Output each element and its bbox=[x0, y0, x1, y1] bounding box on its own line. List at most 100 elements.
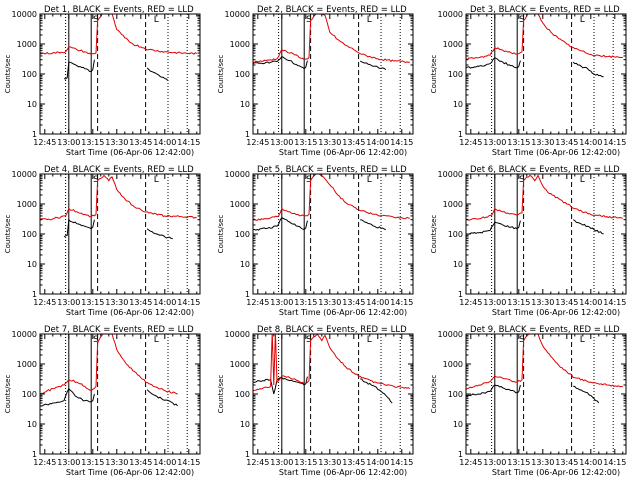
panel-title: Det 7, BLACK = Events, RED = LLD bbox=[44, 325, 194, 335]
y-tick-label: 10 bbox=[27, 260, 37, 269]
marker-letter: L bbox=[154, 15, 159, 25]
events-series-line bbox=[466, 384, 600, 404]
y-tick-label: 100 bbox=[235, 70, 250, 79]
x-tick-label: 13:45 bbox=[129, 298, 152, 307]
y-tick-label: 1 bbox=[458, 130, 463, 139]
y-axis-label: Counts/sec bbox=[430, 55, 438, 94]
panel-curves bbox=[466, 14, 623, 78]
detector-panel-5: S L 1 10 100 1000 10000 12:45 13:00 13:15 13:30 13:… bbox=[217, 165, 414, 317]
y-tick-label: 10000 bbox=[12, 330, 37, 339]
events-series-line bbox=[63, 218, 173, 240]
lld-series-line bbox=[40, 174, 197, 221]
x-tick-label: 13:00 bbox=[270, 458, 293, 467]
marker-letter: L bbox=[580, 335, 585, 345]
marker-letter: L bbox=[367, 175, 372, 185]
x-tick-label: 13:00 bbox=[483, 138, 506, 147]
panel-curves bbox=[40, 174, 197, 240]
x-tick-label: 14:15 bbox=[603, 138, 626, 147]
x-tick-label: 13:15 bbox=[294, 458, 317, 467]
x-tick-label: 12:45 bbox=[459, 298, 482, 307]
y-tick-label: 10000 bbox=[225, 330, 250, 339]
x-tick-label: 13:30 bbox=[105, 458, 128, 467]
panel-title: Det 3, BLACK = Events, RED = LLD bbox=[470, 5, 620, 15]
x-tick-label: 14:00 bbox=[153, 458, 176, 467]
y-tick-label: 1000 bbox=[230, 200, 250, 209]
x-tick-label: 13:15 bbox=[507, 298, 530, 307]
y-tick-label: 1 bbox=[32, 450, 37, 459]
panel-curves bbox=[40, 14, 198, 82]
y-tick-label: 100 bbox=[22, 390, 37, 399]
panel-title: Det 6, BLACK = Events, RED = LLD bbox=[470, 165, 620, 175]
x-tick-label: 14:00 bbox=[579, 138, 602, 147]
y-tick-label: 10000 bbox=[438, 10, 463, 19]
x-axis-label: Start Time (06-Apr-06 12:42:00) bbox=[492, 468, 620, 477]
x-tick-label: 13:30 bbox=[531, 298, 554, 307]
panel-curves bbox=[40, 334, 178, 407]
y-tick-label: 10 bbox=[240, 260, 250, 269]
lld-series-line bbox=[253, 14, 410, 64]
y-tick-label: 1000 bbox=[443, 200, 463, 209]
panel-title: Det 2, BLACK = Events, RED = LLD bbox=[257, 5, 407, 15]
panel-curves bbox=[253, 14, 410, 71]
x-tick-label: 12:45 bbox=[33, 298, 56, 307]
y-tick-label: 100 bbox=[235, 390, 250, 399]
panel-title: Det 1, BLACK = Events, RED = LLD bbox=[44, 5, 194, 15]
y-tick-label: 100 bbox=[235, 230, 250, 239]
y-tick-label: 1 bbox=[32, 130, 37, 139]
y-tick-label: 10000 bbox=[12, 10, 37, 19]
x-tick-label: 13:45 bbox=[555, 138, 578, 147]
marker-letter: L bbox=[580, 175, 585, 185]
marker-letter: S bbox=[93, 15, 99, 25]
y-tick-label: 1 bbox=[458, 450, 463, 459]
lld-series-line bbox=[466, 14, 623, 61]
lld-series-line bbox=[40, 334, 178, 395]
x-tick-label: 14:00 bbox=[366, 138, 389, 147]
events-series-line bbox=[253, 217, 386, 231]
events-series-line bbox=[40, 387, 178, 407]
plot-frame bbox=[465, 13, 627, 135]
detector-panel-7: S L 1 10 100 1000 10000 12:45 13:00 13:15 13:30 13:… bbox=[4, 325, 201, 477]
events-series-line bbox=[253, 376, 393, 404]
detector-panel-4: S L 1 10 100 1000 10000 12:45 13:00 13:15 13:30 13:… bbox=[4, 165, 201, 317]
y-tick-label: 1000 bbox=[17, 40, 37, 49]
x-tick-label: 13:45 bbox=[129, 458, 152, 467]
lld-series-line bbox=[466, 334, 623, 390]
y-tick-label: 10000 bbox=[225, 170, 250, 179]
y-tick-label: 1 bbox=[245, 450, 250, 459]
y-tick-label: 1 bbox=[458, 290, 463, 299]
y-tick-label: 100 bbox=[448, 70, 463, 79]
y-tick-label: 1 bbox=[245, 130, 250, 139]
y-tick-label: 10 bbox=[453, 100, 463, 109]
y-tick-label: 10 bbox=[240, 100, 250, 109]
y-tick-label: 10 bbox=[240, 420, 250, 429]
y-tick-label: 10 bbox=[27, 100, 37, 109]
x-tick-label: 13:00 bbox=[270, 138, 293, 147]
x-tick-label: 13:45 bbox=[129, 138, 152, 147]
y-tick-label: 1000 bbox=[230, 40, 250, 49]
x-axis-label: Start Time (06-Apr-06 12:42:00) bbox=[66, 148, 194, 157]
y-axis-label: Counts/sec bbox=[4, 375, 12, 414]
x-tick-label: 13:15 bbox=[81, 458, 104, 467]
x-axis-label: Start Time (06-Apr-06 12:42:00) bbox=[66, 308, 194, 317]
marker-letter: S bbox=[519, 335, 525, 345]
panel-title: Det 4, BLACK = Events, RED = LLD bbox=[44, 165, 194, 175]
marker-letter: S bbox=[93, 335, 99, 345]
x-tick-label: 13:15 bbox=[507, 458, 530, 467]
x-tick-label: 14:15 bbox=[390, 138, 413, 147]
plot-frame bbox=[252, 13, 414, 135]
marker-letter: L bbox=[367, 15, 372, 25]
marker-letter: S bbox=[519, 175, 525, 185]
marker-letter: S bbox=[306, 15, 312, 25]
x-tick-label: 13:30 bbox=[105, 138, 128, 147]
x-tick-label: 13:15 bbox=[81, 138, 104, 147]
x-axis-label: Start Time (06-Apr-06 12:42:00) bbox=[279, 148, 407, 157]
plot-frame bbox=[252, 173, 414, 295]
x-tick-label: 13:45 bbox=[342, 458, 365, 467]
panel-curves bbox=[253, 334, 411, 404]
y-tick-label: 1000 bbox=[443, 40, 463, 49]
y-tick-label: 10 bbox=[453, 260, 463, 269]
x-tick-label: 12:45 bbox=[33, 458, 56, 467]
plot-frame bbox=[39, 333, 201, 455]
panel-curves bbox=[253, 174, 410, 231]
lld-series-line bbox=[253, 174, 410, 221]
